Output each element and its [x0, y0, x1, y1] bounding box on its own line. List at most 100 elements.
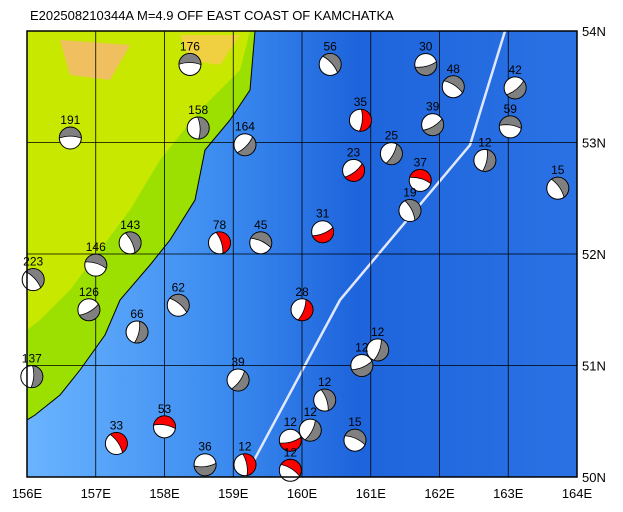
- depth-label: 176: [180, 39, 200, 53]
- depth-label: 137: [22, 352, 42, 366]
- focal-mechanism: [278, 428, 302, 452]
- lat-tick-label: 53N: [582, 136, 606, 151]
- depth-label: 12: [284, 415, 298, 429]
- compressional-quadrant: [169, 293, 190, 314]
- focal-mechanism: [441, 75, 465, 99]
- focal-mechanism: [503, 76, 527, 100]
- depth-label: 126: [79, 285, 99, 299]
- focal-mechanism: [311, 220, 335, 244]
- focal-mechanism: [278, 458, 302, 482]
- lon-tick-label: 163E: [493, 486, 524, 501]
- compressional-quadrant: [481, 149, 497, 172]
- focal-mechanism: [118, 231, 142, 255]
- compressional-quadrant: [109, 432, 128, 454]
- focal-mechanism: [350, 354, 374, 377]
- depth-label: 45: [254, 218, 268, 232]
- compressional-quadrant: [280, 458, 302, 477]
- depth-label: 12: [238, 440, 252, 454]
- focal-mechanism: [414, 52, 438, 76]
- lat-tick-label: 51N: [582, 359, 606, 374]
- focal-mechanism: [208, 231, 231, 255]
- compressional-quadrant: [279, 436, 302, 452]
- compressional-quadrant: [124, 231, 142, 254]
- focal-mechanism: [233, 453, 257, 477]
- focal-mechanism: [473, 148, 497, 172]
- compressional-quadrant: [358, 108, 372, 132]
- depth-label: 223: [23, 255, 43, 269]
- depth-label: 33: [110, 419, 124, 433]
- depth-label: 12: [478, 135, 492, 149]
- focal-mechanism: [398, 199, 422, 223]
- compressional-quadrant: [215, 231, 231, 254]
- focal-mechanism: [290, 298, 314, 322]
- compressional-quadrant: [311, 226, 334, 244]
- depth-label: 36: [198, 440, 212, 454]
- compressional-quadrant: [443, 75, 465, 94]
- lon-tick-label: 160E: [287, 486, 318, 501]
- depth-label: 146: [86, 240, 106, 254]
- depth-label: 31: [316, 207, 330, 221]
- compressional-quadrant: [414, 61, 438, 76]
- depth-label: 37: [414, 155, 428, 169]
- depth-label: 191: [60, 113, 80, 127]
- lon-tick-label: 158E: [149, 486, 180, 501]
- focal-mechanism: [20, 365, 44, 389]
- compressional-quadrant: [409, 169, 432, 185]
- focal-mechanism: [366, 338, 390, 362]
- compressional-quadrant: [404, 199, 422, 221]
- focal-mechanism: [84, 253, 108, 277]
- focal-mechanism: [233, 133, 257, 157]
- depth-label: 19: [403, 186, 417, 200]
- compressional-quadrant: [84, 253, 108, 270]
- depth-label: 143: [120, 218, 140, 232]
- compressional-quadrant: [351, 360, 374, 377]
- focal-mechanism: [546, 176, 570, 200]
- focal-mechanism: [313, 388, 337, 412]
- lat-tick-label: 52N: [582, 247, 606, 262]
- depth-label: 28: [295, 285, 309, 299]
- compressional-quadrant: [498, 115, 522, 130]
- compressional-quadrant: [505, 80, 527, 100]
- compressional-quadrant: [24, 268, 45, 289]
- depth-label: 35: [354, 95, 368, 109]
- compressional-quadrant: [320, 388, 337, 412]
- depth-label: 66: [130, 307, 144, 321]
- compressional-quadrant: [153, 415, 176, 430]
- lat-tick-label: 54N: [582, 24, 606, 39]
- lon-tick-label: 162E: [424, 486, 455, 501]
- compressional-quadrant: [344, 428, 367, 446]
- depth-label: 12: [304, 405, 318, 419]
- compressional-quadrant: [250, 231, 273, 249]
- focal-mechanism: [421, 113, 445, 137]
- depth-label: 12: [371, 325, 385, 339]
- lat-tick-label: 50N: [582, 470, 606, 485]
- lon-tick-label: 157E: [81, 486, 112, 501]
- focal-mechanism: [408, 168, 432, 192]
- depth-label: 30: [419, 39, 433, 53]
- compressional-quadrant: [133, 320, 149, 344]
- lon-tick-label: 159E: [218, 486, 249, 501]
- compressional-quadrant: [304, 419, 322, 442]
- compressional-quadrant: [230, 370, 250, 392]
- depth-label: 56: [324, 39, 338, 53]
- compressional-quadrant: [422, 118, 444, 137]
- compressional-quadrant: [193, 462, 217, 477]
- compressional-quadrant: [373, 338, 390, 362]
- compressional-quadrant: [344, 162, 365, 182]
- focal-mechanism: [298, 418, 322, 442]
- depth-label: 48: [447, 62, 461, 76]
- compressional-quadrant: [197, 116, 210, 140]
- focal-mechanism: [178, 52, 202, 76]
- compressional-quadrant: [236, 136, 257, 157]
- depth-label: 78: [213, 218, 227, 232]
- depth-label: 12: [318, 375, 332, 389]
- focal-mechanism: [186, 116, 210, 140]
- focal-mechanism: [498, 115, 522, 139]
- focal-mechanism: [342, 158, 366, 182]
- focal-mechanism: [153, 415, 176, 439]
- compressional-quadrant: [78, 303, 101, 322]
- depth-label: 12: [284, 445, 298, 459]
- lon-tick-label: 156E: [12, 486, 43, 501]
- map-title: E202508210344A M=4.9 OFF EAST COAST OF K…: [30, 8, 394, 23]
